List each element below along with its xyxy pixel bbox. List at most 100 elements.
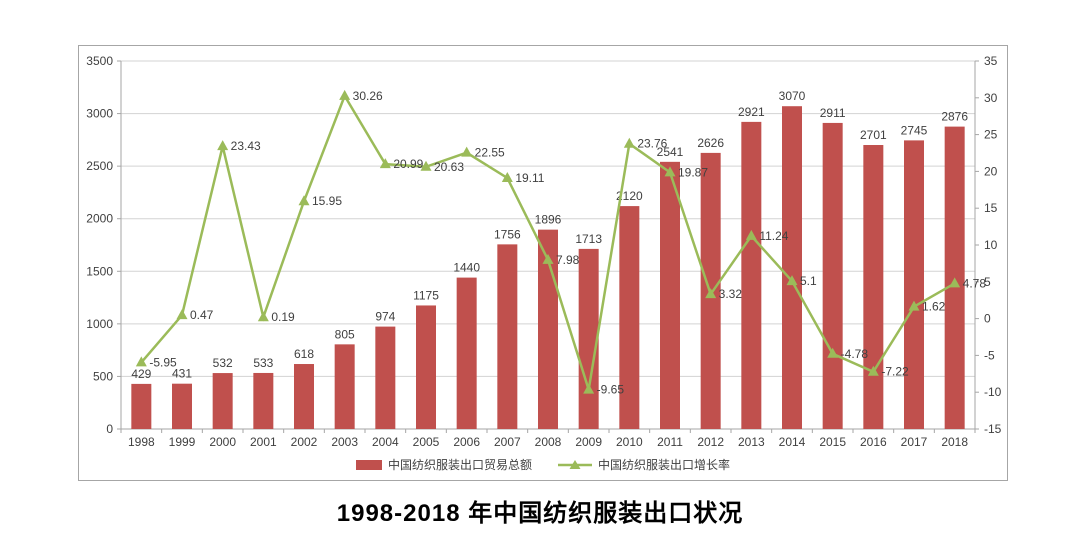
line-marker-triangle xyxy=(705,288,717,299)
x-axis-category-label: 2012 xyxy=(697,435,724,449)
bar xyxy=(497,244,518,429)
bar-value-label: 2626 xyxy=(697,136,724,150)
line-series-swatch-icon xyxy=(558,459,592,471)
legend-bar-label: 中国纺织服装出口贸易总额 xyxy=(387,458,532,472)
line-value-label: 30.26 xyxy=(353,89,383,103)
bar-value-label: 2921 xyxy=(738,105,765,119)
line-marker-triangle xyxy=(257,311,269,322)
x-axis-category-label: 2015 xyxy=(819,435,846,449)
line-value-label: 7.98 xyxy=(556,253,580,267)
line-marker-triangle xyxy=(623,137,635,148)
bar xyxy=(741,121,762,429)
right-axis-tick-label: 30 xyxy=(984,91,998,105)
bar xyxy=(375,326,396,429)
right-axis-tick-label: 35 xyxy=(984,54,998,68)
bar-series-swatch-icon xyxy=(355,459,382,470)
line-marker-triangle xyxy=(583,383,595,394)
bar-value-label: 1713 xyxy=(575,232,602,246)
line-value-label: -9.65 xyxy=(597,383,625,397)
line-value-label: 20.63 xyxy=(434,160,464,174)
line-value-label: -7.22 xyxy=(881,365,909,379)
bar-value-label: 2120 xyxy=(616,189,643,203)
left-axis-tick-label: 3500 xyxy=(86,54,113,68)
bar-value-label: 1440 xyxy=(453,261,480,275)
chart-title: 1998-2018 年中国纺织服装出口状况 xyxy=(336,500,744,527)
right-axis-tick-label: 10 xyxy=(984,238,998,252)
bar xyxy=(253,372,274,429)
x-axis-category-label: 2005 xyxy=(413,435,440,449)
x-axis-category-label: 2010 xyxy=(616,435,643,449)
line-marker-triangle xyxy=(135,356,147,367)
line-value-label: -5.95 xyxy=(149,355,177,369)
bar xyxy=(456,277,477,429)
line-marker-triangle xyxy=(298,195,310,206)
bar xyxy=(904,140,924,429)
line-marker-triangle xyxy=(176,309,188,320)
x-axis-category-label: 2017 xyxy=(901,435,928,449)
line-value-label: 23.76 xyxy=(637,137,667,151)
line-value-label: 15.95 xyxy=(312,194,342,208)
line-marker-triangle xyxy=(461,146,473,157)
x-axis-category-label: 2000 xyxy=(209,435,236,449)
x-axis-category-label: 2016 xyxy=(860,435,887,449)
line-marker-triangle xyxy=(217,140,229,151)
bar xyxy=(172,383,192,429)
left-axis-tick-label: 0 xyxy=(106,422,113,436)
right-axis-tick-label: 20 xyxy=(984,164,998,178)
x-axis-category-label: 2011 xyxy=(657,435,683,449)
left-axis-tick-label: 3000 xyxy=(86,107,113,121)
line-value-label: 19.87 xyxy=(678,165,708,179)
line-value-label: 3.32 xyxy=(719,287,743,301)
x-axis-category-label: 2006 xyxy=(453,435,480,449)
line-value-label: 5.1 xyxy=(800,274,817,288)
left-axis-tick-label: 1000 xyxy=(86,317,113,331)
right-axis-tick-label: 25 xyxy=(984,128,998,142)
bar-value-label: 532 xyxy=(213,356,233,370)
line-marker-triangle xyxy=(501,171,513,182)
bar-value-label: 2701 xyxy=(860,128,887,142)
bar xyxy=(619,206,640,429)
line-value-label: 23.43 xyxy=(231,139,261,153)
x-axis-category-label: 1999 xyxy=(169,435,196,449)
right-axis-tick-label: 5 xyxy=(984,275,991,289)
x-axis-category-label: 2003 xyxy=(331,435,358,449)
line-marker-triangle xyxy=(339,89,351,100)
bar-value-label: 1896 xyxy=(535,213,562,227)
combo-chart: 3500300025002000150010005000353025201510… xyxy=(86,54,1002,449)
legend-item-bar-series: 中国纺织服装出口贸易总额 xyxy=(355,456,532,473)
line-value-label: 11.24 xyxy=(759,229,788,243)
bar xyxy=(578,248,599,429)
x-axis-category-label: 2013 xyxy=(738,435,765,449)
bar-value-label: 2876 xyxy=(941,110,968,124)
x-axis-category-label: 2002 xyxy=(291,435,318,449)
line-marker-triangle xyxy=(827,347,839,358)
bar-value-label: 618 xyxy=(294,347,314,361)
line-value-label: 0.47 xyxy=(190,308,214,322)
x-axis-category-label: 2009 xyxy=(575,435,602,449)
line-marker-triangle xyxy=(664,166,676,177)
bar xyxy=(212,373,233,429)
right-axis-tick-label: -5 xyxy=(984,348,995,362)
x-axis-category-label: 2001 xyxy=(250,435,277,449)
bar xyxy=(660,161,680,429)
line-value-label: 22.55 xyxy=(475,146,505,160)
bar-value-label: 805 xyxy=(335,327,355,341)
left-axis-tick-label: 2000 xyxy=(86,212,113,226)
bar-value-label: 2541 xyxy=(657,145,684,159)
bar-value-label: 1756 xyxy=(494,227,521,241)
bar xyxy=(416,305,436,429)
bar-value-label: 533 xyxy=(253,356,273,370)
bar-value-label: 431 xyxy=(172,367,192,381)
line-marker-triangle xyxy=(542,253,554,264)
legend-item-line-series: 中国纺织服装出口增长率 xyxy=(558,456,730,473)
bar-value-label: 2745 xyxy=(901,123,928,137)
chart-frame: 3500 3000 2500 2000 1500 1000 500 0 35 30 25 20 15 10… xyxy=(78,45,1008,481)
left-axis-tick-label: 500 xyxy=(93,369,113,383)
bar xyxy=(782,106,802,429)
legend-line-label: 中国纺织服装出口增长率 xyxy=(598,458,731,472)
line-marker-triangle xyxy=(867,365,879,376)
line-marker-triangle xyxy=(786,275,798,286)
x-axis-category-label: 2018 xyxy=(941,435,968,449)
right-axis-tick-label: -10 xyxy=(984,385,1002,399)
